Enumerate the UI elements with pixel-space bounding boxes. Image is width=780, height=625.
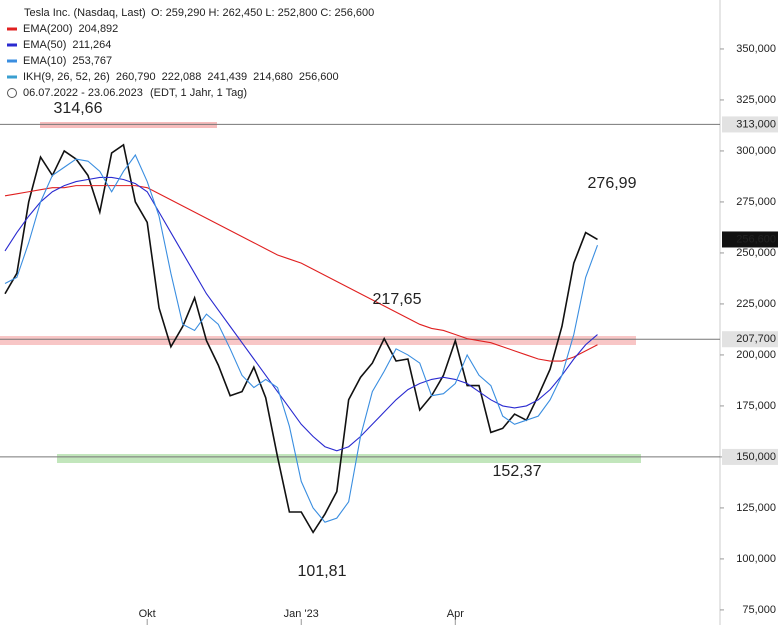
legend-value: 260,790 — [116, 71, 156, 83]
header: Tesla Inc. (Nasdaq, Last) O: 259,290 H: … — [7, 7, 374, 99]
legend-name: EMA(50) — [23, 39, 66, 51]
y-tick-label: 325,000 — [736, 94, 776, 106]
level-label: 207,700 — [736, 333, 776, 345]
period-note: (EDT, 1 Jahr, 1 Tag) — [150, 87, 247, 99]
support-zone — [57, 454, 641, 463]
level-tag — [722, 116, 778, 133]
annotation: 101,81 — [298, 563, 347, 580]
x-tick-label: Jan '23 — [284, 608, 319, 620]
series-line — [4, 176, 598, 452]
period: 06.07.2022 - 23.06.2023 — [23, 87, 143, 99]
y-tick-label: 350,000 — [736, 43, 776, 55]
level-tag — [722, 331, 778, 348]
y-tick-label: 225,000 — [736, 298, 776, 310]
y-tick-label: 275,000 — [736, 196, 776, 208]
price-tag — [722, 231, 778, 248]
level-tag — [722, 448, 778, 465]
price-label: 256,600 — [736, 233, 776, 245]
resistance-zone — [40, 122, 217, 128]
title: Tesla Inc. (Nasdaq, Last) — [24, 7, 146, 19]
legend-name: EMA(200) — [23, 23, 73, 35]
y-tick-label: 200,000 — [736, 349, 776, 361]
annotation: 152,37 — [493, 463, 542, 480]
annotation: 314,66 — [54, 100, 103, 117]
annotation: 276,99 — [588, 175, 637, 192]
y-tick-label: 175,000 — [736, 400, 776, 412]
clock-icon — [7, 88, 17, 98]
series-line — [4, 153, 599, 523]
ohlc: O: 259,290 H: 262,450 L: 252,800 C: 256,… — [151, 7, 374, 19]
legend-value: 214,680 — [253, 71, 293, 83]
x-tick-label: Okt — [139, 608, 156, 620]
legend-value: 256,600 — [299, 71, 339, 83]
level-label: 150,000 — [736, 451, 776, 463]
legend-value: 241,439 — [207, 71, 247, 83]
legend-value: 211,264 — [72, 39, 111, 51]
level-label: 313,000 — [736, 118, 776, 130]
series-line — [4, 143, 598, 534]
y-tick-label: 250,000 — [736, 247, 776, 259]
legend-name: IKH(9, 26, 52, 26) — [23, 71, 110, 83]
y-tick-label: 75,000 — [742, 604, 776, 616]
annotation: 217,65 — [373, 291, 422, 308]
y-tick-label: 300,000 — [736, 145, 776, 157]
legend-name: EMA(10) — [23, 55, 66, 67]
x-tick-label: Apr — [447, 608, 464, 620]
legend-value: 222,088 — [162, 71, 202, 83]
series-line — [4, 185, 598, 362]
resistance-zone — [0, 336, 636, 345]
legend-value: 253,767 — [72, 55, 112, 67]
legend-value: 204,892 — [79, 23, 119, 35]
y-tick-label: 100,000 — [736, 553, 776, 565]
y-tick-label: 125,000 — [736, 502, 776, 514]
